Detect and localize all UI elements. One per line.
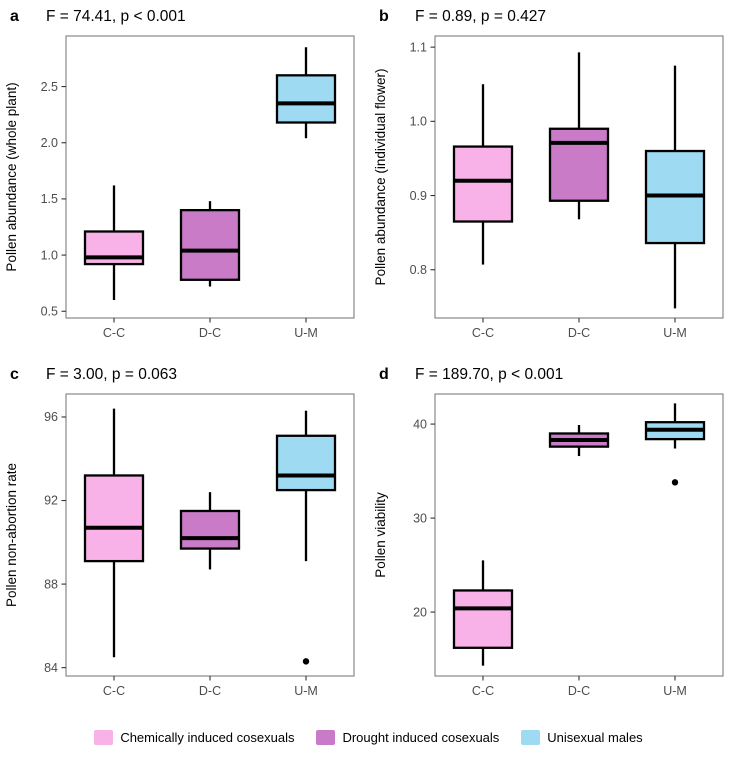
box xyxy=(452,589,513,649)
panel-c: c F = 3.00, p = 0.063 84 88 92 96 C-C D-C U-M Pol… xyxy=(0,358,369,716)
y-tick-label: 1.0 xyxy=(409,115,426,129)
legend-item: Chemically induced cosexuals xyxy=(94,730,294,745)
panel-label: c xyxy=(10,366,19,383)
outlier-point xyxy=(671,479,678,486)
x-tick-label: D-C xyxy=(199,684,221,698)
legend-swatch xyxy=(316,730,336,745)
legend-label: Chemically induced cosexuals xyxy=(120,730,295,745)
panel-d-chart: d F = 189.70, p < 0.001 20 30 40 C-C D-C U-M Pol… xyxy=(373,366,724,698)
panel-title: F = 3.00, p = 0.063 xyxy=(46,366,177,383)
y-axis-label: Pollen viability xyxy=(373,492,388,578)
legend-swatch xyxy=(521,730,541,745)
legend-swatch xyxy=(94,730,114,745)
legend-label: Drought induced cosexuals xyxy=(342,730,500,745)
y-tick-label: 2.0 xyxy=(41,136,58,150)
panel-label: a xyxy=(10,8,19,25)
x-tick-label: U-M xyxy=(663,684,687,698)
panel-grid: a F = 74.41, p < 0.001 0.5 1.0 1.5 2.0 2.5 C-C D… xyxy=(0,0,737,716)
outlier-point xyxy=(302,658,310,665)
x-tick-label: D-C xyxy=(567,326,589,340)
panel-d: d F = 189.70, p < 0.001 20 30 40 C-C D-C U-M Pol… xyxy=(369,358,737,716)
y-tick-label: 2.5 xyxy=(41,80,58,94)
panel-b: b F = 0.89, p = 0.427 0.8 0.9 1.0 1.1 C-C D-C U-… xyxy=(369,0,737,358)
x-tick-label: U-M xyxy=(663,326,687,340)
y-tick-label: 92 xyxy=(44,494,58,508)
panel-title: F = 0.89, p = 0.427 xyxy=(415,8,546,25)
box xyxy=(83,474,145,563)
y-tick-label: 88 xyxy=(44,577,58,591)
panel-b-chart: b F = 0.89, p = 0.427 0.8 0.9 1.0 1.1 C-C D-C U-… xyxy=(373,8,724,340)
y-tick-label: 40 xyxy=(413,417,427,431)
y-tick-label: 96 xyxy=(44,410,58,424)
panel-label: d xyxy=(379,366,389,383)
legend-item: Drought induced cosexuals xyxy=(316,730,499,745)
y-tick-label: 0.5 xyxy=(41,304,58,318)
y-tick-label: 20 xyxy=(413,605,427,619)
y-axis-label: Pollen abundance (whole plant) xyxy=(4,82,19,271)
y-tick-label: 1.1 xyxy=(409,40,426,54)
legend: Chemically induced cosexuals Drought indu… xyxy=(0,716,737,759)
y-tick-label: 0.9 xyxy=(409,189,426,203)
x-tick-label: D-C xyxy=(567,684,589,698)
box xyxy=(275,74,337,124)
x-tick-label: U-M xyxy=(294,684,318,698)
y-tick-label: 1.0 xyxy=(41,248,58,262)
y-tick-label: 1.5 xyxy=(41,192,58,206)
panel-a: a F = 74.41, p < 0.001 0.5 1.0 1.5 2.0 2.5 C-C D… xyxy=(0,0,369,358)
box xyxy=(179,208,241,281)
legend-label: Unisexual males xyxy=(547,730,643,745)
box xyxy=(275,434,337,492)
y-axis-label: Pollen non-abortion rate xyxy=(4,463,19,607)
x-tick-label: C-C xyxy=(471,326,493,340)
panel-c-chart: c F = 3.00, p = 0.063 84 88 92 96 C-C D-C U-M Pol… xyxy=(4,366,355,698)
panel-title: F = 74.41, p < 0.001 xyxy=(46,8,186,25)
panel-a-chart: a F = 74.41, p < 0.001 0.5 1.0 1.5 2.0 2.5 C-C D… xyxy=(4,8,355,340)
box xyxy=(452,145,513,223)
y-axis-label: Pollen abundance (individual flower) xyxy=(373,69,388,286)
y-tick-label: 0.8 xyxy=(409,263,426,277)
box xyxy=(179,509,241,550)
x-tick-label: D-C xyxy=(199,326,221,340)
y-tick-label: 84 xyxy=(44,661,58,675)
panel-title: F = 189.70, p < 0.001 xyxy=(415,366,563,383)
x-tick-label: C-C xyxy=(103,326,125,340)
x-tick-label: C-C xyxy=(471,684,493,698)
y-tick-label: 30 xyxy=(413,511,427,525)
box xyxy=(548,127,609,202)
legend-item: Unisexual males xyxy=(521,730,643,745)
x-tick-label: U-M xyxy=(294,326,318,340)
panel-label: b xyxy=(379,8,389,25)
x-tick-label: C-C xyxy=(103,684,125,698)
